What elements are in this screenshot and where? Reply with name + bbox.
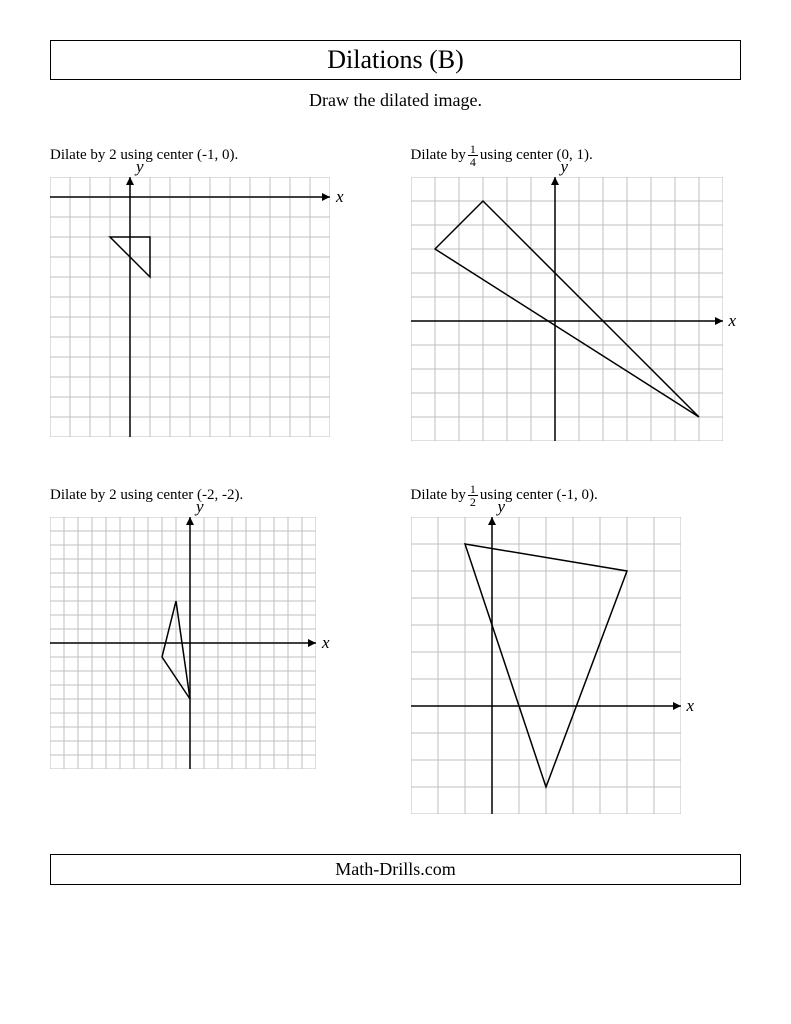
problem-caption: Dilate by 2 using center (-2, -2).	[50, 481, 381, 509]
fraction: 14	[468, 143, 478, 168]
y-axis-label: y	[196, 497, 204, 517]
x-axis-label: x	[729, 311, 737, 331]
footer-text: Math-Drills.com	[335, 859, 455, 879]
x-axis-label: x	[322, 633, 330, 653]
subtitle: Draw the dilated image.	[50, 90, 741, 111]
problem-caption: Dilate by 2 using center (-1, 0).	[50, 141, 381, 169]
problem-3: Dilate by 2 using center (-2, -2).xy	[50, 481, 381, 814]
graph: xy	[50, 517, 316, 769]
graph: xy	[411, 517, 681, 814]
title-box: Dilations (B)	[50, 40, 741, 80]
problem-caption: Dilate by 14 using center (0, 1).	[411, 141, 742, 169]
graph: xy	[411, 177, 723, 441]
problems-grid: Dilate by 2 using center (-1, 0).xyDilat…	[50, 141, 741, 814]
problem-2: Dilate by 14 using center (0, 1).xy	[411, 141, 742, 441]
x-axis-label: x	[336, 187, 344, 207]
y-axis-label: y	[498, 497, 506, 517]
graph: xy	[50, 177, 330, 437]
page-title: Dilations (B)	[51, 45, 740, 75]
footer: Math-Drills.com	[50, 854, 741, 885]
problem-4: Dilate by 12 using center (-1, 0).xy	[411, 481, 742, 814]
problem-caption: Dilate by 12 using center (-1, 0).	[411, 481, 742, 509]
y-axis-label: y	[561, 157, 569, 177]
problem-1: Dilate by 2 using center (-1, 0).xy	[50, 141, 381, 441]
fraction: 12	[468, 483, 478, 508]
y-axis-label: y	[136, 157, 144, 177]
x-axis-label: x	[687, 696, 695, 716]
